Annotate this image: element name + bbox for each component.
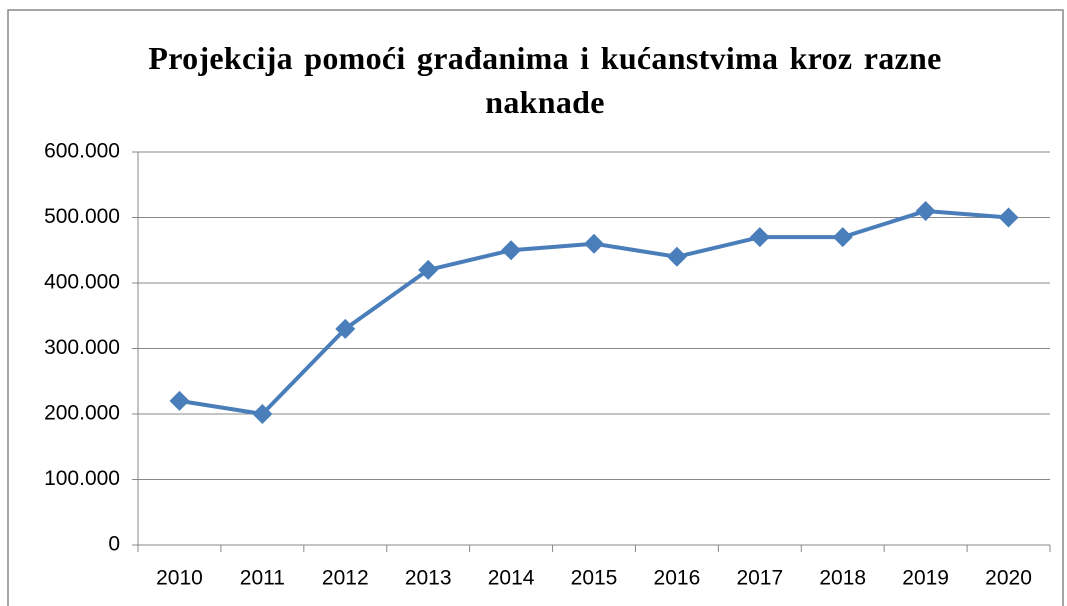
y-tick-label: 100.000 [44, 467, 120, 490]
y-tick-label: 500.000 [44, 205, 120, 228]
y-tick-label: 400.000 [44, 271, 120, 294]
marker [749, 227, 770, 248]
x-tick-label: 2019 [902, 567, 949, 590]
marker [998, 207, 1019, 228]
x-tick-label: 2010 [156, 567, 203, 590]
y-tick-label: 0 [108, 533, 120, 556]
marker [252, 404, 273, 424]
marker [169, 390, 190, 411]
x-tick-label: 2015 [571, 567, 618, 590]
y-tick-label: 200.000 [44, 402, 120, 425]
marker [832, 227, 853, 248]
marker [915, 200, 936, 221]
x-tick-label: 2014 [488, 567, 535, 590]
marker [666, 246, 687, 267]
x-tick-label: 2012 [322, 567, 369, 590]
x-tick-label: 2020 [985, 567, 1032, 590]
marker [335, 318, 356, 339]
marker [501, 240, 522, 261]
chart-border [7, 9, 1064, 606]
y-tick-label: 300.000 [44, 336, 120, 359]
x-tick-label: 2017 [736, 567, 783, 590]
x-tick-label: 2013 [405, 567, 452, 590]
y-tick-label: 600.000 [44, 140, 120, 163]
x-tick-label: 2011 [240, 567, 285, 590]
marker [584, 233, 604, 254]
marker [418, 259, 439, 280]
x-tick-label: 2018 [819, 567, 866, 590]
chart-title: Projekcija pomoći građanima i kućanstvim… [148, 40, 942, 120]
x-tick-label: 2016 [654, 567, 701, 590]
